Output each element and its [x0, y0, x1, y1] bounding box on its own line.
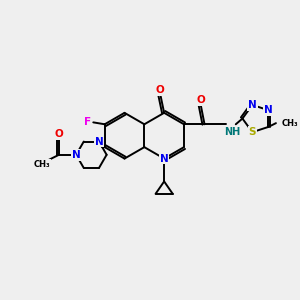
Text: CH₃: CH₃ — [34, 160, 50, 169]
Text: O: O — [55, 129, 63, 139]
Text: N: N — [72, 150, 80, 160]
Text: N: N — [248, 100, 257, 110]
Text: O: O — [196, 95, 205, 105]
Text: CH₃: CH₃ — [282, 118, 298, 127]
Text: S: S — [249, 127, 256, 137]
Text: O: O — [156, 85, 165, 95]
Text: N: N — [94, 136, 103, 147]
Text: N: N — [160, 154, 169, 164]
Text: F: F — [84, 117, 91, 128]
Text: N: N — [264, 105, 273, 115]
Text: NH: NH — [224, 127, 240, 137]
